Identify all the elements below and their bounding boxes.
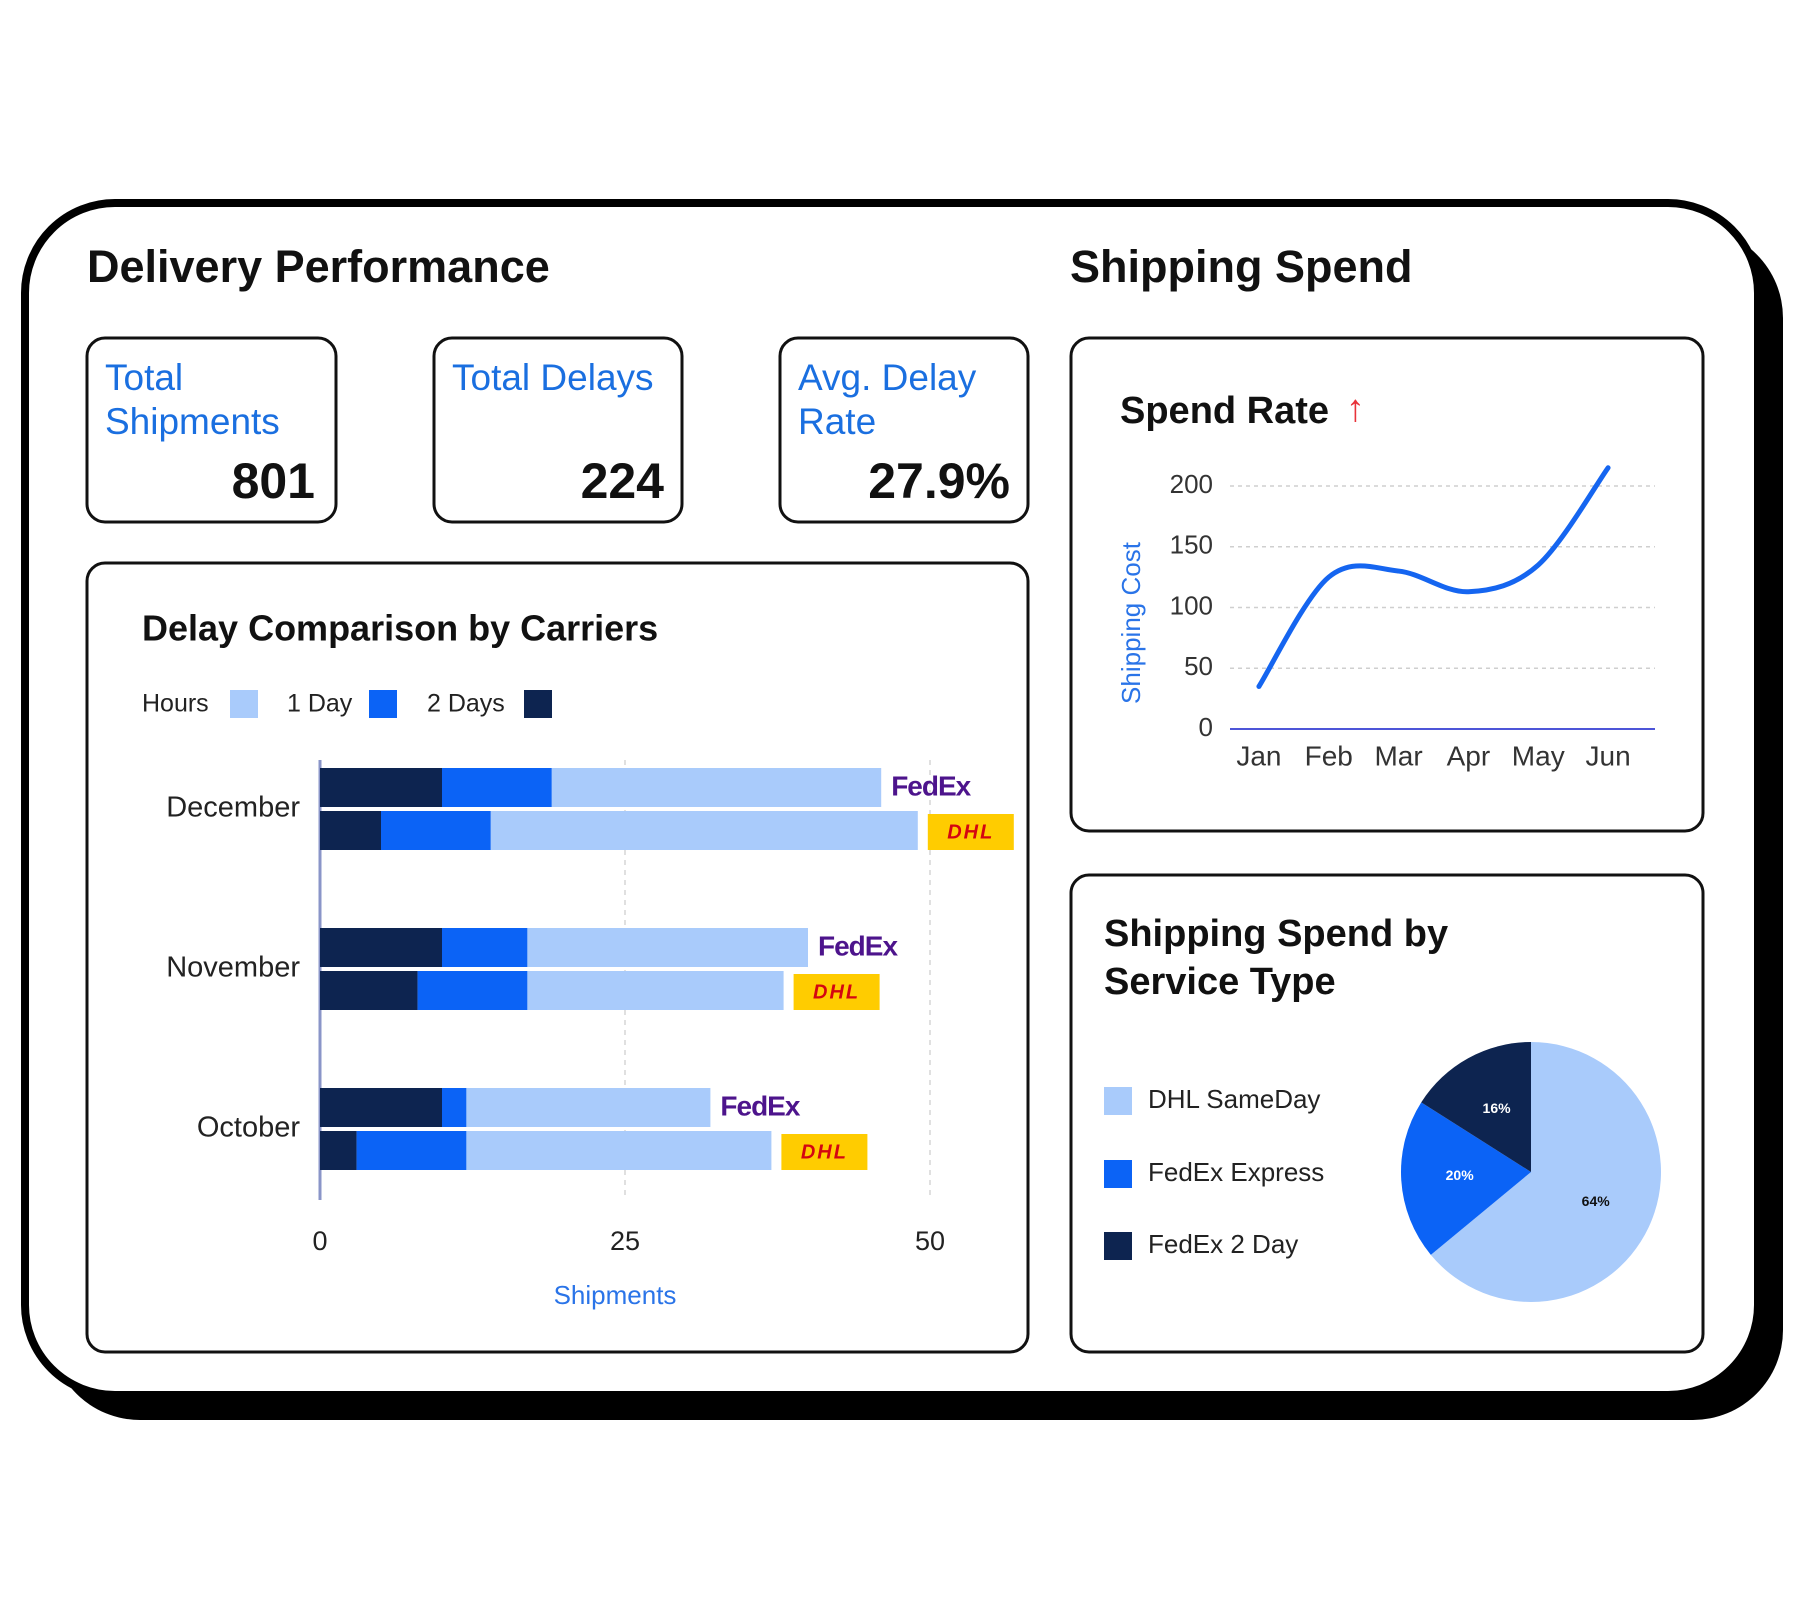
legend-label: 1 Day (287, 690, 353, 718)
kpi-value: 224 (580, 453, 664, 509)
legend-label: FedEx 2 Day (1148, 1229, 1298, 1259)
x-tick-label: Apr (1447, 740, 1491, 771)
bar-segment (417, 971, 528, 1010)
kpi-label: Total Shipments (105, 357, 280, 442)
slice-label: 20% (1446, 1167, 1475, 1183)
legend-swatch (524, 690, 552, 718)
bar-segment (356, 1131, 467, 1170)
x-tick-label: Jun (1586, 740, 1631, 771)
bar-segment (381, 811, 491, 850)
kpi-card (85, 336, 338, 524)
legend-swatch (1104, 1232, 1132, 1260)
y-tick-label: 0 (1199, 712, 1213, 742)
legend-swatch (369, 690, 397, 718)
chart-title: Spend Rate (1120, 390, 1329, 432)
carrier-logo: FedEx (891, 770, 971, 801)
bar-segment (320, 971, 418, 1010)
carrier-logo-bg (781, 1134, 868, 1170)
x-tick-label: 50 (915, 1226, 945, 1256)
panel (1069, 336, 1705, 833)
bar-segment (466, 1088, 711, 1127)
bar-segment (466, 1131, 772, 1170)
pie-slice (1401, 1102, 1531, 1255)
y-axis-label: Shipping Cost (1116, 541, 1146, 704)
bar-segment (320, 811, 381, 850)
line-series (1256, 465, 1611, 689)
x-axis-label: Shipments (554, 1280, 677, 1310)
carrier-logo: FedEx (720, 1090, 800, 1121)
kpi-label: Total Delays (452, 357, 654, 398)
bar-segment (527, 971, 784, 1010)
bar-segment (442, 1088, 467, 1127)
bar-segment (527, 928, 808, 967)
chart-title: Shipping Spend by Service Type (1104, 913, 1449, 1003)
carrier-logo: DHL (801, 1141, 848, 1163)
y-tick-label: 100 (1170, 590, 1213, 620)
kpi-value: 801 (231, 453, 315, 509)
legend-label: FedEx Express (1148, 1157, 1324, 1187)
trend-icon: ↑ (1346, 388, 1365, 430)
slice-label: 64% (1582, 1193, 1611, 1209)
pie-slice (1430, 1042, 1661, 1302)
carrier-logo-bg (927, 814, 1014, 850)
x-tick-label: Mar (1374, 740, 1422, 771)
bar-segment (320, 1131, 357, 1170)
carrier-logo: DHL (813, 981, 860, 1003)
x-tick-label: Jan (1236, 740, 1281, 771)
y-tick-label: 200 (1170, 469, 1213, 499)
kpi-label: Avg. Delay Rate (798, 357, 977, 442)
legend-label: 2 Days (427, 690, 505, 718)
section-title: Shipping Spend (1070, 241, 1412, 292)
legend-swatch (1104, 1087, 1132, 1115)
bar-segment (442, 768, 552, 807)
legend-swatch (1104, 1160, 1132, 1188)
x-tick-label: 0 (312, 1226, 327, 1256)
legend-label: Hours (142, 690, 209, 718)
pie-slice (1421, 1042, 1531, 1172)
section-title: Delivery Performance (87, 241, 550, 292)
carrier-logo: FedEx (818, 930, 898, 961)
y-tick-label: 150 (1170, 530, 1213, 560)
slice-label: 16% (1483, 1100, 1512, 1116)
x-tick-label: May (1512, 740, 1565, 771)
bar-segment (551, 768, 882, 807)
bar-segment (320, 768, 442, 807)
bar-segment (490, 811, 918, 850)
x-tick-label: 25 (610, 1226, 640, 1256)
x-tick-label: Feb (1305, 740, 1353, 771)
bar-segment (320, 928, 442, 967)
category-label: November (166, 952, 300, 984)
chart-title: Delay Comparison by Carriers (142, 608, 658, 649)
category-label: December (166, 792, 300, 824)
kpi-card (432, 336, 684, 524)
carrier-logo-bg (793, 974, 880, 1010)
legend-swatch (230, 690, 258, 718)
bar-segment (442, 928, 528, 967)
y-tick-label: 50 (1184, 651, 1213, 681)
carrier-logo: DHL (947, 821, 994, 843)
legend-label: DHL SameDay (1148, 1084, 1320, 1114)
bar-segment (320, 1088, 442, 1127)
kpi-value: 27.9% (868, 453, 1010, 509)
category-label: October (197, 1112, 300, 1144)
kpi-card (778, 336, 1030, 524)
